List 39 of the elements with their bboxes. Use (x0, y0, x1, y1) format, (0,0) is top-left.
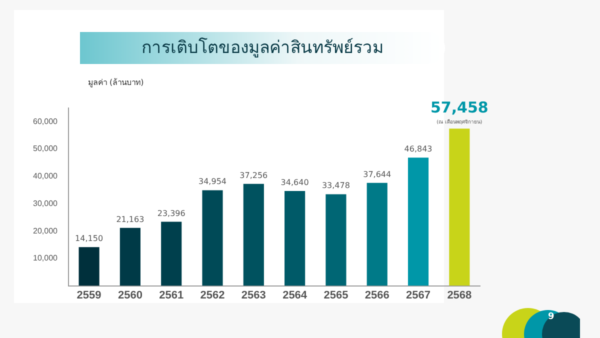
data-label: 46,843 (404, 144, 432, 154)
chart-title: การเติบโตของมูลค่าสินทรัพย์รวม (80, 32, 445, 64)
y-tick-label: 30,000 (33, 198, 58, 208)
bar (161, 222, 182, 286)
text: 9 (548, 312, 554, 322)
bar (120, 228, 140, 286)
x-tick-label: 2566 (364, 289, 390, 302)
bar (243, 184, 264, 286)
y-tick-label: 40,000 (33, 172, 58, 181)
data-label: 57,458 (430, 98, 488, 117)
x-tick-label: 2565 (324, 289, 348, 302)
data-label: 34,640 (280, 178, 309, 188)
y-axis-title: มูลค่า (ล้านบาท) (88, 77, 144, 89)
bar (449, 128, 470, 286)
y-tick-label: 10,000 (33, 254, 58, 263)
data-label: 37,644 (363, 170, 392, 179)
bar (284, 191, 306, 286)
x-tick-label: 2560 (118, 289, 142, 302)
x-tick-label: 2563 (241, 289, 266, 302)
bar (408, 158, 429, 286)
x-tick-label: 2568 (447, 289, 472, 302)
data-label: 23,396 (157, 208, 186, 218)
x-tick-label: 2567 (406, 289, 431, 302)
x-tick-label: 2561 (159, 289, 184, 302)
data-label: 14,150 (75, 234, 104, 244)
x-tick-label: 2564 (282, 289, 308, 302)
bar (366, 182, 388, 286)
data-label: 34,954 (198, 177, 227, 186)
bar (78, 247, 100, 286)
y-tick-label: 20,000 (33, 226, 58, 236)
x-tick-label: 2559 (76, 289, 102, 302)
bar (202, 190, 223, 286)
y-tick-label: 50,000 (33, 144, 58, 154)
x-tick-label: 2562 (200, 289, 225, 302)
data-label: 21,163 (116, 214, 144, 224)
data-label: 33,478 (322, 181, 350, 190)
bar (326, 194, 346, 286)
data-label: 37,256 (240, 170, 268, 180)
y-tick-label: 60,000 (33, 116, 58, 126)
